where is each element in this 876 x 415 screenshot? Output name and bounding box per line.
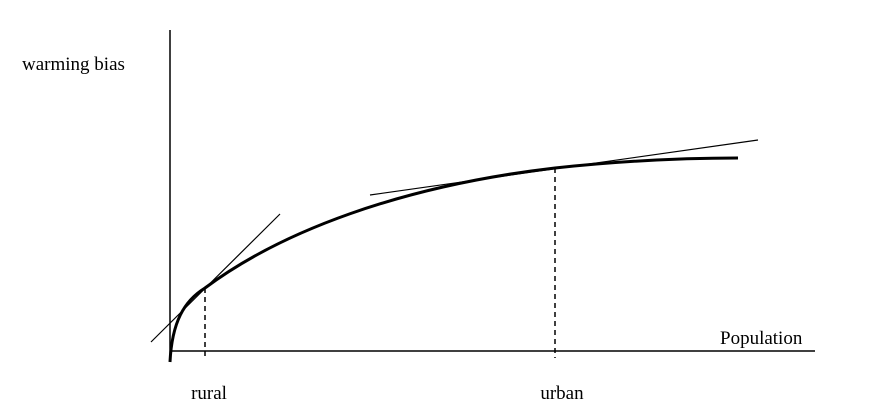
rural-label: rural	[191, 383, 227, 404]
rural-tangent	[150, 213, 281, 343]
bias-curve	[168, 156, 739, 363]
x-axis-label: Population	[720, 328, 803, 349]
urban-tangent	[369, 139, 759, 196]
y-axis-label: warming bias	[22, 54, 125, 75]
urban-label: urban	[540, 383, 584, 404]
